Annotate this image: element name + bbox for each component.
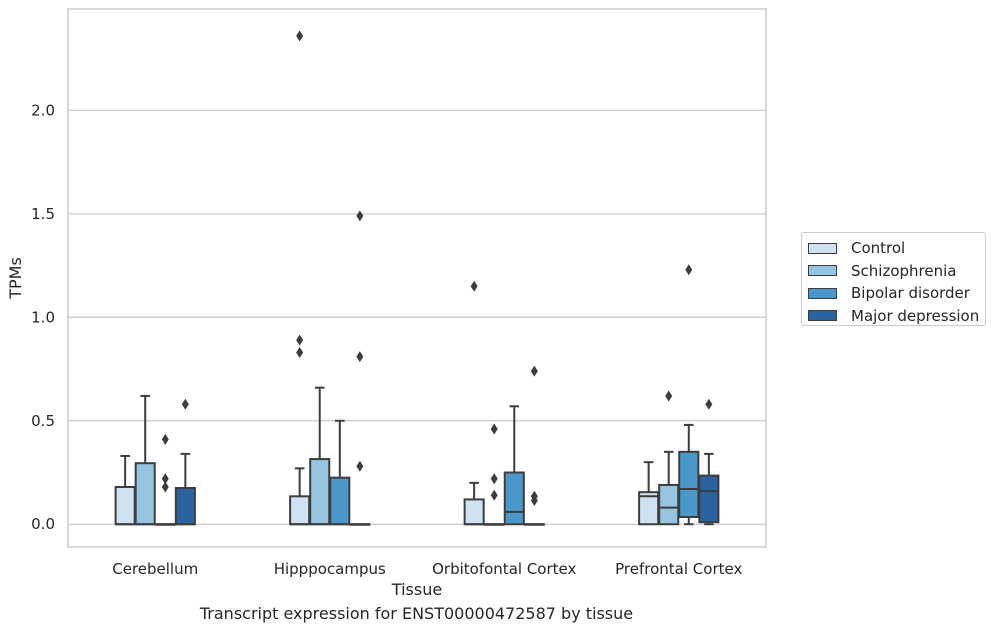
box-body [678, 450, 700, 518]
box-body [698, 474, 720, 524]
outlier-point [530, 490, 538, 502]
y-axis-label: TPMs [6, 257, 25, 300]
box-body [638, 491, 660, 526]
legend-item-bipolar-disorder: Bipolar disorder [808, 282, 985, 305]
x-axis-label: Tissue [391, 580, 442, 599]
box-bipolar-disorder [154, 433, 176, 526]
outlier-point [530, 365, 538, 377]
box-body [309, 458, 331, 526]
box-body [174, 487, 196, 526]
box-major-depression [523, 365, 545, 526]
x-tick-labels: Cerebellum Hipppocampus Orbitofontal Corte… [112, 560, 742, 578]
box-body [134, 462, 156, 526]
legend-label: Schizophrenia [851, 261, 957, 280]
box-bipolar-disorder [503, 405, 525, 526]
legend-label: Bipolar disorder [851, 284, 970, 303]
box-control [289, 30, 311, 526]
legend-swatch-bipolar-disorder [808, 287, 837, 299]
box-control [638, 461, 660, 526]
box-body [658, 483, 680, 526]
outlier-point [490, 473, 498, 485]
legend-item-control: Control [808, 237, 985, 260]
x-tick-label: Hipppocampus [274, 560, 386, 578]
outlier-point [356, 210, 364, 222]
box-control [463, 280, 485, 526]
outlier-point [296, 334, 304, 346]
box-body [503, 471, 525, 526]
outlier-point [705, 398, 713, 410]
box-bipolar-disorder [329, 419, 351, 526]
outlier-point [685, 264, 693, 276]
outlier-point [490, 489, 498, 501]
box-body [114, 485, 136, 526]
outlier-point [490, 423, 498, 435]
legend: Control Schizophrenia Bipolar disorder M… [801, 232, 986, 326]
box-schizophrenia [309, 386, 331, 526]
box-major-depression [174, 398, 196, 526]
box-schizophrenia [483, 423, 505, 526]
box-major-depression [698, 398, 720, 526]
legend-item-major-depression: Major depression [808, 305, 985, 328]
outlier-point [161, 481, 169, 493]
y-tick-label: 1.5 [31, 205, 55, 223]
outlier-point [356, 351, 364, 363]
figure-caption: Transcript expression for ENST0000047258… [199, 604, 634, 623]
y-tick-label: 1.0 [31, 308, 55, 326]
y-tick-label: 0.5 [31, 412, 55, 430]
outlier-point [470, 280, 478, 292]
x-tick-label: Prefrontal Cortex [615, 560, 742, 578]
legend-item-schizophrenia: Schizophrenia [808, 260, 985, 283]
box-major-depression [349, 210, 371, 526]
legend-swatch-major-depression [808, 310, 837, 322]
box-groups [114, 30, 720, 526]
outlier-point [181, 398, 189, 410]
grid-lines [68, 109, 766, 525]
x-tick-label: Cerebellum [112, 560, 198, 578]
outlier-point [161, 433, 169, 445]
box-schizophrenia [658, 390, 680, 526]
box-body [289, 495, 311, 526]
box-body [329, 476, 351, 526]
outlier-point [296, 346, 304, 358]
outlier-point [296, 30, 304, 42]
box-bipolar-disorder [678, 264, 700, 526]
legend-label: Control [851, 239, 906, 258]
y-tick-label: 0.0 [31, 515, 55, 533]
box-control [114, 454, 136, 526]
outlier-point [665, 390, 673, 402]
legend-label: Major depression [851, 306, 980, 325]
y-tick-label: 2.0 [31, 101, 55, 119]
legend-swatch-schizophrenia [808, 265, 837, 277]
outlier-point [356, 460, 364, 472]
box-body [463, 498, 485, 526]
y-tick-labels: 0.0 0.5 1.0 1.5 2.0 [31, 101, 55, 533]
box-schizophrenia [134, 394, 156, 526]
plot-frame [67, 8, 767, 548]
x-tick-label: Orbitofontal Cortex [432, 560, 576, 578]
outlier-point [161, 473, 169, 485]
legend-swatch-control [808, 242, 837, 254]
